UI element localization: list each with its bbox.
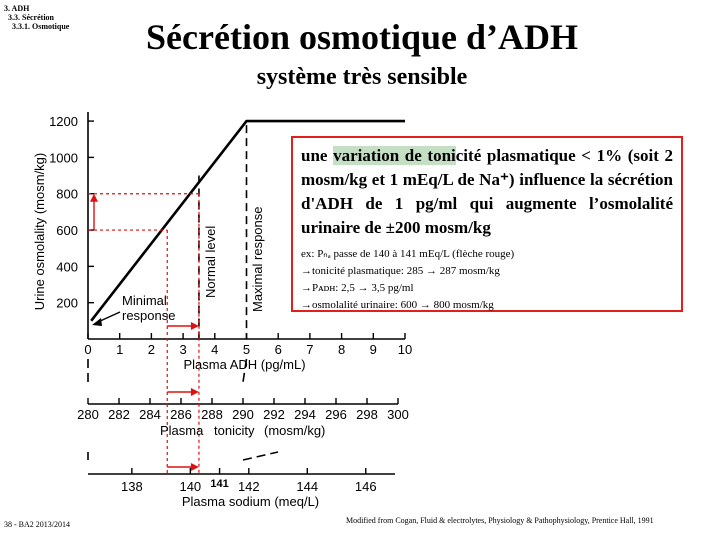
minimal-response-label-1: Minimal — [122, 293, 167, 308]
breadcrumb-level-1: 3. ADH — [4, 4, 30, 13]
axis-connector — [242, 358, 248, 383]
chart-labels: 200 400 600 800 1000 1200 Urine osmolality (mo… — [32, 114, 412, 509]
sodium-axis-label: Plasma sodium (meq/L) — [182, 494, 319, 509]
adh-tick-label: 9 — [370, 342, 377, 357]
sodium-tick-label: 138 — [121, 479, 143, 494]
breadcrumb-level-3: 3.3.1. Osmotique — [12, 22, 70, 31]
adh-tick-label: 5 — [243, 342, 250, 357]
info-example-line: ex: Pₙₐ passe de 140 à 141 mEq/L (flèche… — [301, 248, 515, 260]
tonicity-tick-label: 288 — [201, 407, 223, 422]
red-range-arrowhead — [190, 388, 199, 396]
tonicity-axis-label-1: Plasma — [160, 423, 204, 438]
adh-tick-label: 7 — [306, 342, 313, 357]
y-tick-label: 200 — [56, 296, 78, 311]
y-axis-label: Urine osmolality (mosm/kg) — [32, 153, 47, 310]
tonicity-tick-label: 292 — [263, 407, 285, 422]
footer-page-number: 38 - BA2 2013/2014 — [4, 520, 70, 529]
info-box: une variation de tonicité plasmatique < … — [291, 136, 683, 312]
tonicity-axis-label-3: (mosm/kg) — [264, 423, 325, 438]
sodium-tick-label: 144 — [296, 479, 318, 494]
tonicity-tick-label: 294 — [294, 407, 316, 422]
slide-title: Sécrétion osmotique d’ADH — [146, 17, 578, 57]
tonicity-tick-label: 300 — [387, 407, 409, 422]
slide-subtitle: système très sensible — [256, 64, 468, 90]
tonicity-tick-label: 290 — [232, 407, 254, 422]
tonicity-tick-label: 286 — [170, 407, 192, 422]
y-tick-label: 1000 — [49, 150, 78, 165]
adh-tick-label: 8 — [338, 342, 345, 357]
tonicity-tick-label: 284 — [139, 407, 161, 422]
adh-tick-label: 4 — [211, 342, 218, 357]
y-tick-label: 400 — [56, 259, 78, 274]
info-main-highlight: variation de toni — [333, 146, 456, 165]
tonicity-tick-label: 298 — [356, 407, 378, 422]
tonicity-axis-label-2: tonicity — [214, 423, 255, 438]
adh-tick-label: 3 — [179, 342, 186, 357]
y-tick-label: 1200 — [49, 114, 78, 129]
tonicity-tick-label: 296 — [325, 407, 347, 422]
adh-tick-label: 10 — [398, 342, 412, 357]
chart-marks — [88, 119, 405, 474]
sodium-tick-label: 146 — [355, 479, 377, 494]
info-osmolality-line: →osmolalité urinaire: 600 → 800 mosm/kg — [301, 299, 494, 311]
adh-tick-label: 1 — [116, 342, 123, 357]
tonicity-tick-label: 280 — [77, 407, 99, 422]
tonicity-tick-label: 282 — [108, 407, 130, 422]
info-adh-line: →Pᴀᴅʜ: 2,5 → 3,5 pg/ml — [301, 282, 414, 294]
red-osmolality-arrowhead — [90, 193, 98, 202]
adh-tick-label: 0 — [84, 342, 91, 357]
info-main-pre: une — [301, 146, 334, 165]
normal-level-label: Normal level — [203, 226, 218, 298]
adh-tick-label: 2 — [148, 342, 155, 357]
y-tick-label: 600 — [56, 223, 78, 238]
adh-axis-label: Plasma ADH (pg/mL) — [183, 357, 305, 372]
adh-tick-label: 6 — [275, 342, 282, 357]
footer-source: Modified from Cogan, Fluid & electrolyte… — [346, 516, 654, 525]
sodium-tick-label: 142 — [238, 479, 260, 494]
maximal-response-label: Maximal response — [250, 207, 265, 313]
sodium-tick-label: 140 — [179, 479, 201, 494]
info-box-main-text: une variation de tonicité plasmatique < … — [301, 144, 673, 240]
red-range-arrowhead — [190, 322, 199, 330]
breadcrumb-level-2: 3.3. Sécrétion — [8, 13, 54, 22]
minimal-response-arrowhead — [92, 318, 102, 326]
info-main-post: cité plasmatique < 1% (soit 2 mosm/kg et… — [301, 146, 673, 237]
axis-connector — [242, 451, 279, 461]
response-curve — [90, 119, 405, 322]
y-tick-label: 800 — [56, 187, 78, 202]
breadcrumb: 3. ADH 3.3. Sécrétion 3.3.1. Osmotique — [4, 4, 69, 31]
red-range-arrowhead — [190, 463, 199, 471]
minimal-response-label-2: response — [122, 308, 175, 323]
sodium-tick-label: 141 — [210, 478, 228, 490]
minimal-response-arrow-shaft — [97, 311, 121, 323]
info-tonicity-line: →tonicité plasmatique: 285 → 287 mosm/kg — [301, 265, 500, 277]
